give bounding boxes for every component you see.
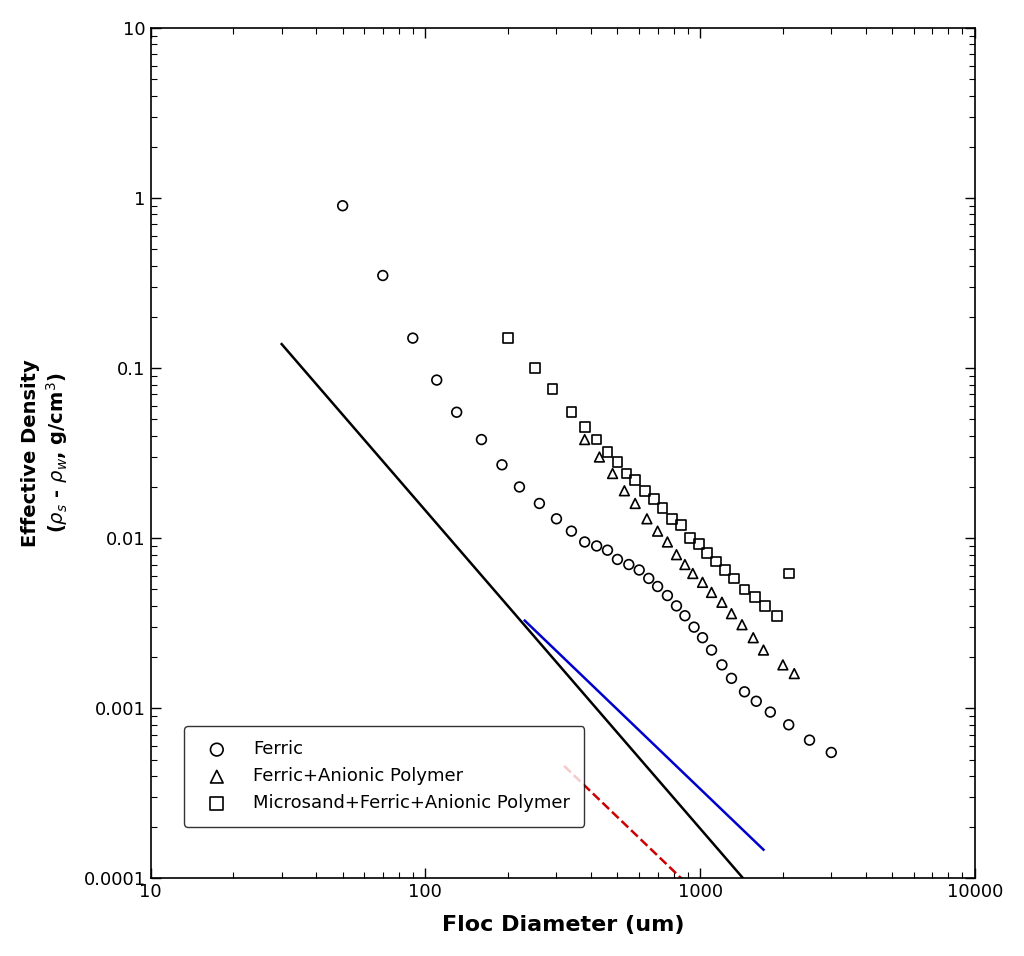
Ferric+Anionic Polymer <box>756 642 772 658</box>
Ferric <box>823 745 840 760</box>
Ferric <box>599 543 615 558</box>
Microsand+Ferric+Anionic Polymer <box>673 517 689 532</box>
Microsand+Ferric+Anionic Polymer <box>708 554 724 569</box>
Ferric <box>494 457 510 472</box>
Microsand+Ferric+Anionic Polymer <box>646 491 663 507</box>
Microsand+Ferric+Anionic Polymer <box>618 466 635 481</box>
Microsand+Ferric+Anionic Polymer <box>637 483 653 498</box>
Ferric <box>694 630 711 645</box>
Ferric <box>404 331 421 346</box>
Legend: Ferric, Ferric+Anionic Polymer, Microsand+Ferric+Anionic Polymer: Ferric, Ferric+Anionic Polymer, Microsan… <box>184 726 585 827</box>
Ferric+Anionic Polymer <box>591 449 607 465</box>
Microsand+Ferric+Anionic Polymer <box>500 331 516 346</box>
Microsand+Ferric+Anionic Polymer <box>746 590 763 605</box>
Ferric <box>548 511 564 527</box>
Microsand+Ferric+Anionic Polymer <box>526 360 543 376</box>
Ferric <box>428 373 444 388</box>
Ferric+Anionic Polymer <box>694 575 711 590</box>
Ferric+Anionic Polymer <box>616 483 633 498</box>
Ferric+Anionic Polymer <box>604 466 621 481</box>
Microsand+Ferric+Anionic Polymer <box>599 445 615 460</box>
Microsand+Ferric+Anionic Polymer <box>563 404 580 420</box>
Ferric+Anionic Polymer <box>723 606 739 621</box>
Ferric <box>531 496 548 511</box>
Microsand+Ferric+Anionic Polymer <box>726 571 742 586</box>
Microsand+Ferric+Anionic Polymer <box>664 511 680 527</box>
Ferric <box>473 432 489 447</box>
X-axis label: Floc Diameter (um): Floc Diameter (um) <box>441 915 684 935</box>
Ferric+Anionic Polymer <box>685 566 701 581</box>
Microsand+Ferric+Anionic Polymer <box>654 501 671 516</box>
Ferric <box>335 198 351 213</box>
Ferric+Anionic Polymer <box>734 617 751 632</box>
Ferric <box>659 588 676 603</box>
Microsand+Ferric+Anionic Polymer <box>757 598 773 614</box>
Ferric <box>621 557 637 573</box>
Ferric <box>677 608 693 623</box>
Ferric <box>563 524 580 539</box>
Ferric+Anionic Polymer <box>786 666 803 682</box>
Microsand+Ferric+Anionic Polymer <box>717 562 733 577</box>
Microsand+Ferric+Anionic Polymer <box>544 381 560 397</box>
Ferric <box>749 694 765 709</box>
Ferric <box>703 642 720 658</box>
Ferric <box>641 571 657 586</box>
Microsand+Ferric+Anionic Polymer <box>780 566 797 581</box>
Ferric+Anionic Polymer <box>775 657 792 672</box>
Ferric+Anionic Polymer <box>677 557 693 573</box>
Ferric <box>577 534 593 550</box>
Ferric+Anionic Polymer <box>627 496 643 511</box>
Ferric+Anionic Polymer <box>703 585 720 600</box>
Ferric <box>449 404 465 420</box>
Ferric <box>511 479 527 494</box>
Ferric <box>762 705 778 720</box>
Ferric <box>669 598 685 614</box>
Y-axis label: Effective Density
($\rho_s$ - $\rho_w$, g/cm$^3$): Effective Density ($\rho_s$ - $\rho_w$, … <box>20 359 70 547</box>
Ferric <box>736 684 753 700</box>
Microsand+Ferric+Anionic Polymer <box>769 608 785 623</box>
Ferric <box>723 671 739 686</box>
Ferric+Anionic Polymer <box>714 595 730 610</box>
Ferric+Anionic Polymer <box>577 432 593 447</box>
Microsand+Ferric+Anionic Polymer <box>609 454 626 469</box>
Ferric+Anionic Polymer <box>649 524 666 539</box>
Ferric <box>686 619 702 635</box>
Ferric <box>375 268 391 283</box>
Ferric <box>649 578 666 594</box>
Microsand+Ferric+Anionic Polymer <box>627 472 643 488</box>
Ferric <box>780 717 797 732</box>
Ferric+Anionic Polymer <box>659 534 676 550</box>
Ferric <box>589 538 605 554</box>
Microsand+Ferric+Anionic Polymer <box>589 432 605 447</box>
Ferric <box>609 552 626 567</box>
Microsand+Ferric+Anionic Polymer <box>699 545 716 560</box>
Microsand+Ferric+Anionic Polymer <box>691 536 708 552</box>
Ferric <box>714 657 730 672</box>
Ferric <box>802 732 818 748</box>
Microsand+Ferric+Anionic Polymer <box>577 420 593 435</box>
Ferric+Anionic Polymer <box>745 630 762 645</box>
Ferric <box>631 562 647 577</box>
Ferric+Anionic Polymer <box>639 511 655 527</box>
Microsand+Ferric+Anionic Polymer <box>682 531 698 546</box>
Ferric+Anionic Polymer <box>669 547 685 562</box>
Microsand+Ferric+Anionic Polymer <box>736 582 753 598</box>
